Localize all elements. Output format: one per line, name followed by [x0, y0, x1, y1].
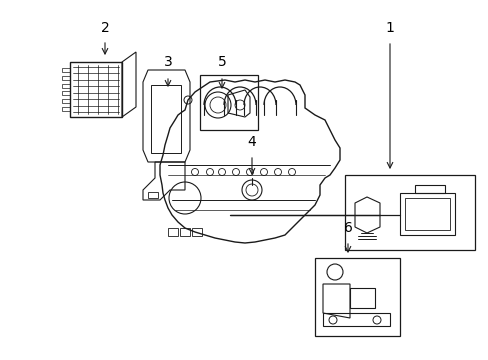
Bar	[148, 192, 158, 198]
Bar	[62, 107, 70, 111]
Text: 1: 1	[385, 21, 394, 35]
Bar	[151, 85, 181, 153]
Bar	[62, 84, 70, 87]
Bar	[62, 91, 70, 95]
Bar	[192, 228, 202, 236]
Bar	[180, 228, 190, 236]
Bar	[62, 99, 70, 103]
Bar	[314, 258, 399, 336]
Bar	[404, 198, 449, 230]
Bar	[345, 175, 474, 250]
Text: 6: 6	[343, 221, 352, 235]
Text: 3: 3	[163, 55, 172, 69]
Bar	[62, 76, 70, 80]
Text: 4: 4	[247, 135, 256, 149]
Text: 5: 5	[217, 55, 226, 69]
Bar	[70, 62, 122, 117]
Bar	[168, 228, 178, 236]
Bar	[200, 75, 258, 130]
Text: 2: 2	[101, 21, 109, 35]
Bar	[62, 68, 70, 72]
